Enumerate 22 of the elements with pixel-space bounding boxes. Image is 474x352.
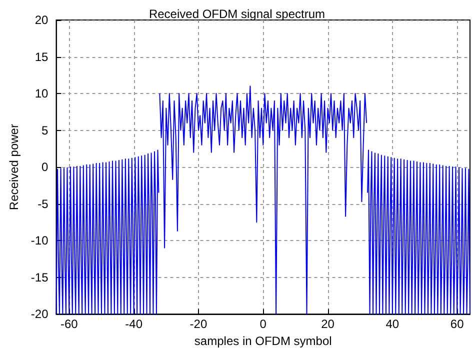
y-tick-label: 15 xyxy=(34,50,49,64)
y-tick-label: -10 xyxy=(30,234,49,248)
y-tick-label: -15 xyxy=(30,270,49,284)
x-axis-title: samples in OFDM symbol xyxy=(194,334,332,348)
x-tick-label: 20 xyxy=(321,317,335,332)
y-tick-label: 0 xyxy=(42,160,49,174)
x-tick-label: -20 xyxy=(190,317,208,332)
x-tick-label: 40 xyxy=(386,317,400,332)
y-tick-label: 5 xyxy=(42,123,49,138)
y-axis-title: Received power xyxy=(7,124,21,210)
x-tick-label: 60 xyxy=(450,317,464,332)
x-tick-label: 0 xyxy=(260,317,267,332)
x-tick-label: -40 xyxy=(125,317,143,332)
line-series xyxy=(159,86,368,315)
y-tick-label: -20 xyxy=(30,307,49,322)
y-tick-label: 10 xyxy=(34,86,49,101)
line-series xyxy=(367,150,470,315)
chart-title: Received OFDM signal spectrum xyxy=(148,7,326,21)
line-series xyxy=(56,150,160,315)
x-tick-label: -60 xyxy=(60,317,78,332)
y-tick-label: -5 xyxy=(38,196,49,211)
y-tick-label: 20 xyxy=(34,13,49,27)
